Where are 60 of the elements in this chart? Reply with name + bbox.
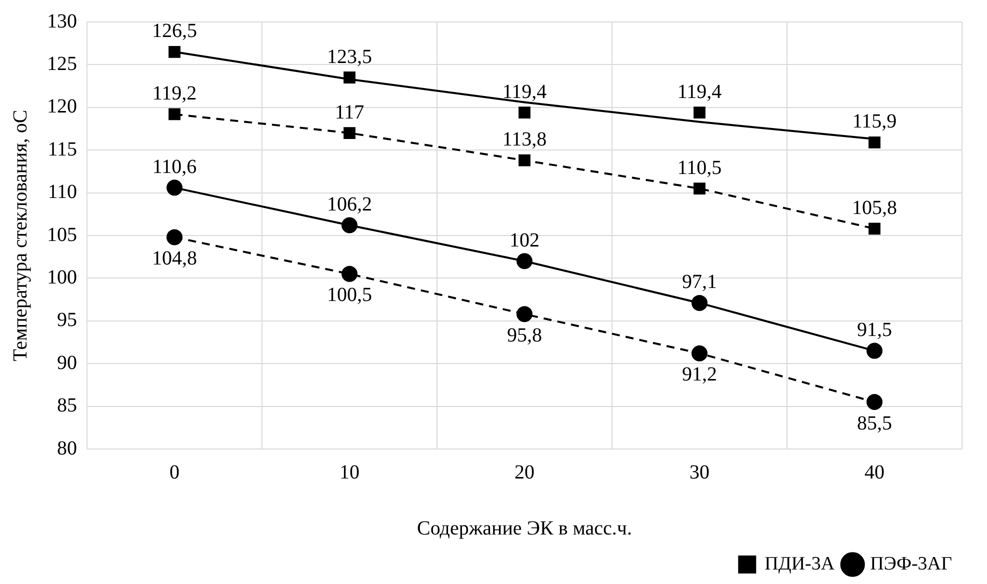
point	[166, 180, 182, 196]
data-label: 119,4	[677, 80, 722, 103]
y-tick-label: 105	[47, 224, 77, 246]
x-tick-label: 30	[690, 461, 710, 484]
data-label: 110,6	[152, 156, 197, 178]
point	[516, 253, 532, 270]
point	[518, 154, 530, 166]
point	[168, 108, 180, 120]
x-tick-label: 20	[514, 461, 534, 484]
y-tick-label: 125	[47, 52, 77, 75]
point	[692, 345, 708, 362]
legend-label: ПДИ-3А	[764, 553, 835, 574]
point	[516, 306, 532, 322]
x-tick-label: 10	[340, 461, 360, 484]
data-label: 97,1	[682, 271, 717, 294]
x-tick-label: 0	[170, 461, 180, 484]
legend-label: ПЭФ-3АГ	[870, 553, 952, 574]
point	[694, 182, 706, 194]
x-tick-label: 40	[864, 461, 884, 484]
data-label: 100,5	[327, 284, 372, 306]
point	[344, 127, 356, 139]
point	[518, 106, 530, 118]
data-label: 91,2	[682, 364, 717, 386]
data-label: 119,4	[502, 80, 547, 103]
x-axis-title: Содержание ЭК в масс.ч.	[417, 517, 632, 540]
y-tick-label: 115	[48, 138, 77, 160]
y-tick-label: 95	[57, 309, 77, 332]
y-tick-label: 110	[48, 181, 77, 204]
data-label: 95,8	[507, 324, 542, 346]
y-tick-label: 80	[57, 437, 77, 460]
data-label: 123,5	[327, 46, 372, 68]
data-label: 126,5	[152, 20, 197, 42]
data-label: 85,5	[857, 412, 892, 434]
point	[692, 294, 708, 311]
data-label: 110,5	[677, 156, 722, 179]
y-axis-title: Температура стеклования, оС	[9, 110, 32, 362]
point	[868, 222, 880, 235]
point	[868, 136, 880, 148]
point	[866, 342, 882, 359]
point	[344, 72, 356, 84]
y-tick-label: 100	[47, 266, 77, 288]
data-label: 102	[510, 229, 540, 252]
y-tick-label: 120	[47, 96, 77, 118]
data-label: 119,2	[152, 82, 197, 104]
data-label: 117	[334, 101, 364, 124]
data-label: 113,8	[502, 128, 547, 151]
data-label: 104,8	[152, 247, 197, 270]
data-label: 91,5	[857, 319, 892, 342]
data-label: 106,2	[327, 194, 372, 216]
data-label: 115,9	[852, 110, 897, 133]
y-tick-label: 130	[47, 10, 77, 32]
y-tick-label: 90	[57, 352, 77, 374]
point	[168, 46, 180, 58]
point	[866, 394, 882, 410]
y-tick-label: 85	[57, 394, 77, 417]
data-label: 105,8	[852, 196, 897, 219]
point	[342, 266, 358, 282]
point	[342, 217, 358, 234]
point	[694, 106, 706, 118]
point	[166, 229, 182, 246]
